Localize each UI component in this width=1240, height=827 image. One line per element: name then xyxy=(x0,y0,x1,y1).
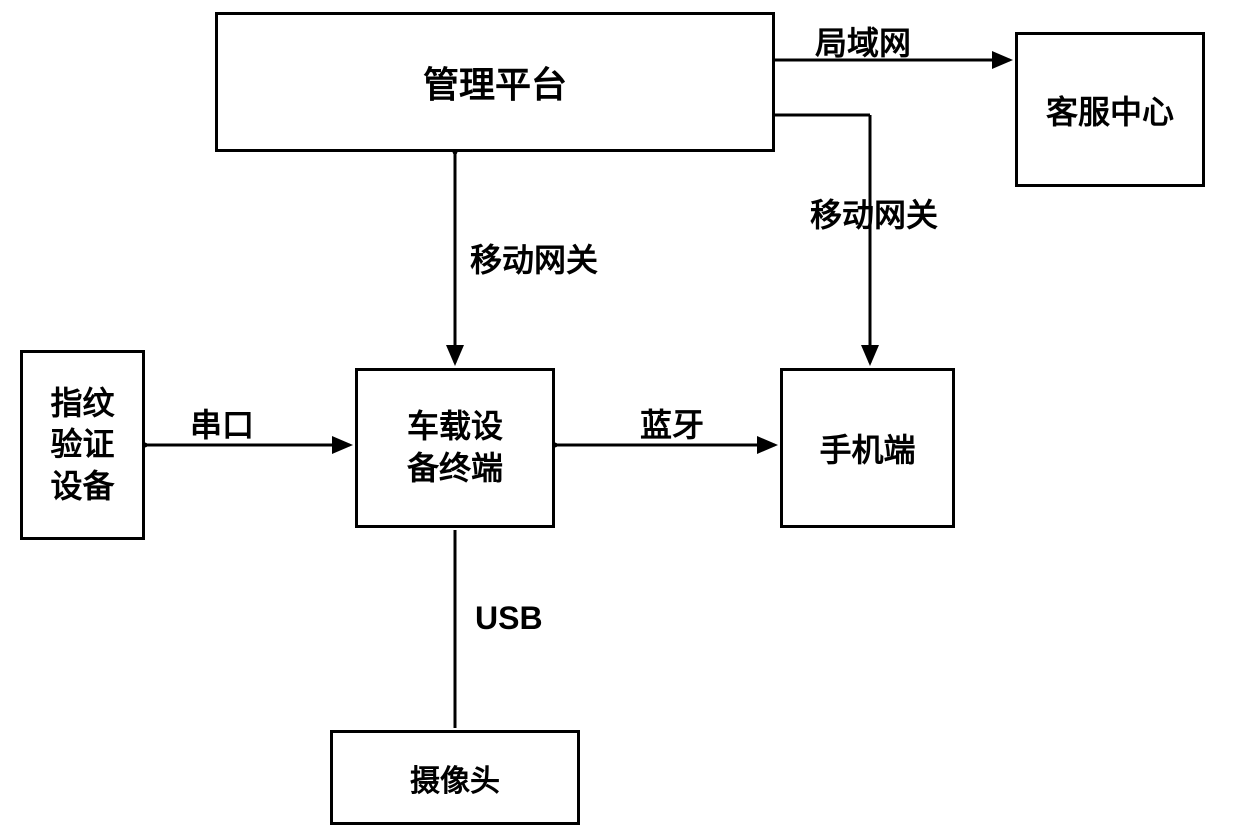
edge-label-mobile-gateway-center: 移动网关 xyxy=(470,235,598,281)
edge-label-bluetooth: 蓝牙 xyxy=(640,400,704,446)
node-fingerprint: 指纹 验证 设备 xyxy=(20,350,145,540)
node-label: 管理平台 xyxy=(423,56,567,108)
edge-label-serial: 串口 xyxy=(190,400,254,446)
node-label: 客服中心 xyxy=(1046,87,1174,133)
node-label: 车载设 备终端 xyxy=(407,406,503,489)
node-mobile: 手机端 xyxy=(780,368,955,528)
node-label: 手机端 xyxy=(819,425,915,471)
edge-label-usb: USB xyxy=(475,600,543,637)
node-camera: 摄像头 xyxy=(330,730,580,825)
node-label: 摄像头 xyxy=(410,756,500,800)
edge-label-lan: 局域网 xyxy=(815,18,911,64)
node-customer-service: 客服中心 xyxy=(1015,32,1205,187)
node-management-platform: 管理平台 xyxy=(215,12,775,152)
node-vehicle-terminal: 车载设 备终端 xyxy=(355,368,555,528)
edge-label-mobile-gateway-right: 移动网关 xyxy=(810,190,938,236)
node-label: 指纹 验证 设备 xyxy=(50,383,114,508)
